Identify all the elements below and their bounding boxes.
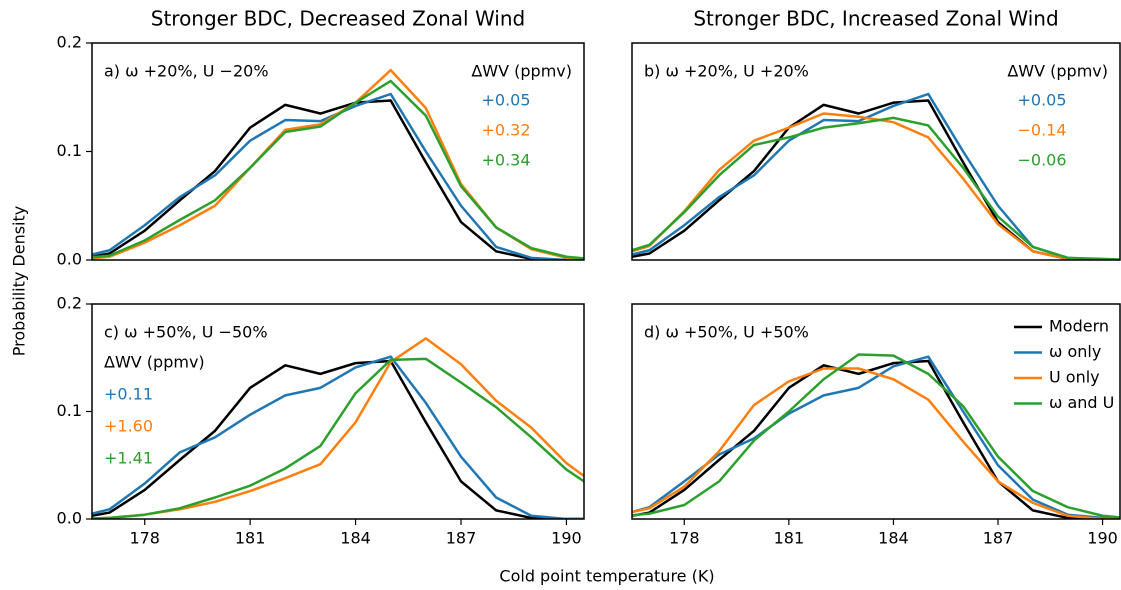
x-tick-label: 187 <box>983 529 1014 548</box>
wv-title: ΔWV (ppmv) <box>471 62 572 81</box>
series-line <box>632 116 1120 260</box>
series-line <box>92 99 584 260</box>
y-axis-label: Probability Density <box>10 206 29 357</box>
series-line <box>92 359 584 519</box>
panel-label: d) ω +50%, U +50% <box>644 323 809 342</box>
wv-value: +0.11 <box>104 385 153 404</box>
wv-value: +1.60 <box>104 417 153 436</box>
axes-frame <box>631 42 1121 261</box>
axes-frame <box>91 303 585 520</box>
y-tick-label: 0.1 <box>57 401 82 420</box>
legend-label: U only <box>1049 368 1100 387</box>
series-line <box>92 355 584 519</box>
series-line <box>632 353 1120 519</box>
axes-frame <box>91 42 585 261</box>
y-tick-label: 0.2 <box>57 294 82 313</box>
series-line <box>632 367 1120 519</box>
legend-label: ω only <box>1049 342 1101 361</box>
x-tick-label: 181 <box>235 529 266 548</box>
plot-area <box>632 353 1120 519</box>
panel-title: Stronger BDC, Increased Zonal Wind <box>693 7 1058 31</box>
wv-value: +0.05 <box>1017 91 1066 110</box>
panel-title: Stronger BDC, Decreased Zonal Wind <box>151 7 525 31</box>
x-tick-label: 184 <box>340 529 371 548</box>
y-tick-label: 0.0 <box>57 509 82 528</box>
x-tick-label: 190 <box>1087 529 1118 548</box>
legend-label: ω and U <box>1049 393 1114 412</box>
plot-area <box>92 68 584 260</box>
x-tick-label: 190 <box>551 529 582 548</box>
axes-frame <box>631 303 1121 520</box>
x-tick-label: 187 <box>446 529 477 548</box>
wv-value: −0.14 <box>1017 121 1066 140</box>
x-tick-label: 181 <box>774 529 805 548</box>
series-line <box>92 79 584 260</box>
wv-value: +0.34 <box>481 151 530 170</box>
wv-title: ΔWV (ppmv) <box>1007 62 1108 81</box>
panel-label: b) ω +20%, U +20% <box>644 62 809 81</box>
x-tick-label: 178 <box>129 529 160 548</box>
wv-value: −0.06 <box>1017 151 1066 170</box>
wv-title: ΔWV (ppmv) <box>104 353 205 372</box>
series-line <box>632 359 1120 519</box>
y-tick-label: 0.1 <box>57 141 82 160</box>
y-tick-label: 0.2 <box>57 33 82 52</box>
series-line <box>92 357 584 519</box>
panel-label: a) ω +20%, U −20% <box>104 62 269 81</box>
series-line <box>632 355 1120 519</box>
legend-label: Modern <box>1049 317 1109 336</box>
wv-value: +0.32 <box>481 121 530 140</box>
plot-area <box>632 92 1120 260</box>
wv-value: +0.05 <box>481 91 530 110</box>
panel-label: c) ω +50%, U −50% <box>104 323 268 342</box>
x-tick-label: 178 <box>669 529 700 548</box>
plot-area <box>92 337 584 519</box>
x-axis-label: Cold point temperature (K) <box>499 567 714 586</box>
x-tick-label: 184 <box>878 529 909 548</box>
wv-value: +1.41 <box>104 449 153 468</box>
y-tick-label: 0.0 <box>57 250 82 269</box>
